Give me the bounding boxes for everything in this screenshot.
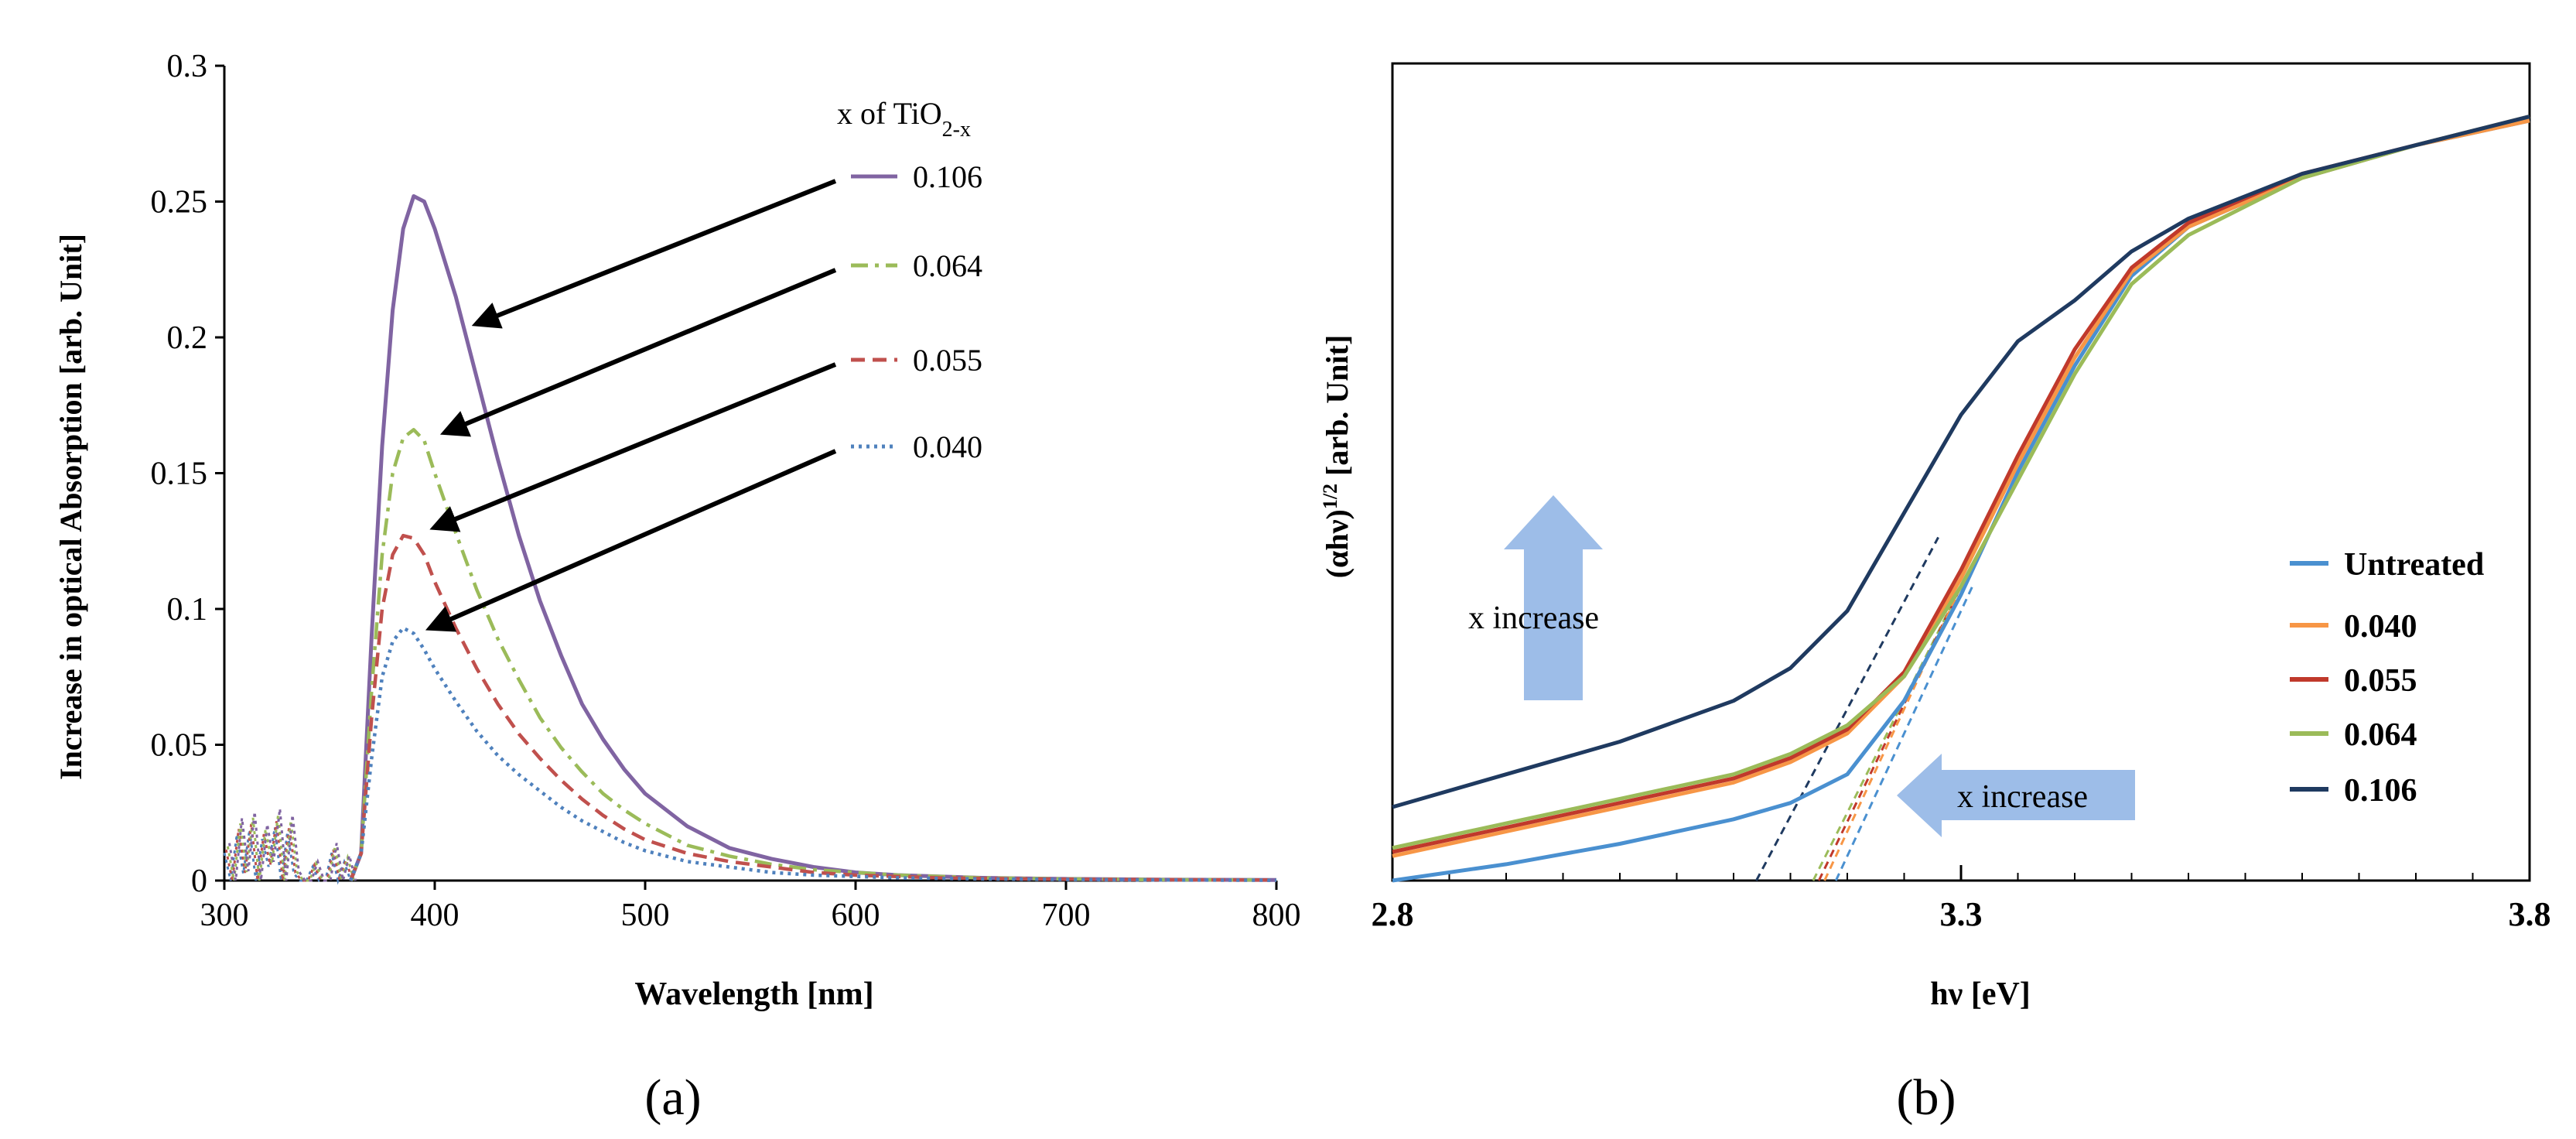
panel-label-b: (b) bbox=[1897, 1069, 1956, 1126]
panel-a-y-axis-label: Increase in optical Absorption [arb. Uni… bbox=[53, 234, 88, 780]
panel-b-x-tick-label: 2.8 bbox=[1372, 895, 1414, 933]
panel-b-left-arrow bbox=[1897, 754, 2135, 837]
panel-a-legend-arrow-0.106 bbox=[471, 179, 837, 329]
panel-b-series-line-0.040 bbox=[1392, 118, 2530, 858]
panel-b-legend-label-0.055: 0.055 bbox=[2344, 663, 2417, 699]
panel-b-legend-label-0.106: 0.106 bbox=[2344, 773, 2417, 809]
panel-b-x-axis-label: hν [eV] bbox=[1930, 977, 2031, 1012]
panel-b-extrapolation-line-0.055 bbox=[1817, 586, 1963, 881]
panel-a-legend-label-0.055: 0.055 bbox=[913, 343, 982, 378]
panel-a-legend-label-0.064: 0.064 bbox=[913, 248, 982, 283]
panel-a-y-tick-label: 0.15 bbox=[151, 457, 208, 492]
panel-b-legend-label-Untreated: Untreated bbox=[2344, 547, 2484, 583]
panel-a-y-axis-label-group: Increase in optical Absorption [arb. Uni… bbox=[53, 234, 88, 780]
panel-b-up-arrow bbox=[1504, 495, 1603, 700]
panel-a-series-line-0.055 bbox=[349, 533, 1277, 882]
panel-b-x-tick-label: 3.3 bbox=[1940, 895, 1983, 933]
panel-label-a: (a) bbox=[644, 1069, 701, 1126]
panel-b-legend-label-0.064: 0.064 bbox=[2344, 717, 2417, 753]
panel-b-y-axis-label-group: (αhν)1/2 [arb. Unit] bbox=[1319, 335, 1355, 579]
panel-b-extrapolation-line-Untreated bbox=[1834, 586, 1974, 881]
panel-b-y-axis-label-sup: 1/2 bbox=[1319, 484, 1341, 509]
panel-a-y-tick-label: 0.2 bbox=[167, 320, 208, 356]
svg-text:(αhν)1/2 [arb. Unit]: (αhν)1/2 [arb. Unit] bbox=[1319, 335, 1355, 579]
panel-a-legend-label-0.040: 0.040 bbox=[913, 429, 982, 464]
panel-b-annotation-left-text: x increase bbox=[1957, 779, 2088, 815]
panel-a-y-tick-label: 0.05 bbox=[151, 728, 208, 764]
panel-b-series-line-0.106 bbox=[1392, 115, 2530, 809]
panel-a-x-tick-label: 500 bbox=[621, 898, 670, 933]
panel-a-legend-label-0.106: 0.106 bbox=[913, 159, 982, 194]
panel-a-y-tick-label: 0.1 bbox=[167, 592, 208, 628]
panel-a-series-line-0.106 bbox=[348, 194, 1277, 882]
panel-a-noise-line bbox=[226, 815, 356, 882]
panel-a-legend-arrow-0.064 bbox=[439, 268, 837, 437]
panel-b-x-tick-label: 3.8 bbox=[2509, 895, 2551, 933]
panel-a-y-tick-label: 0.3 bbox=[167, 49, 208, 84]
panel-a-legend-title: x of TiO2-x bbox=[837, 96, 971, 142]
panel-a-x-axis-label: Wavelength [nm] bbox=[634, 977, 873, 1012]
panel-a-legend-title-main: x of TiO bbox=[837, 96, 942, 131]
panel-a-x-tick-label: 400 bbox=[411, 898, 460, 933]
panel-a-series-line-0.064 bbox=[349, 428, 1277, 882]
panel-b-y-axis-label-rest: [arb. Unit] bbox=[1320, 335, 1355, 484]
panel-a-legend-arrow-0.040 bbox=[425, 449, 837, 632]
panel-a-series-line-0.040 bbox=[349, 626, 1277, 882]
panel-b-chart: (αhν)1/2 [arb. Unit] hν [eV] 2.8 3.3 3.8 Un… bbox=[1319, 62, 2551, 1012]
panel-b-y-axis-label-main: (αhν) bbox=[1320, 509, 1355, 578]
panel-a-y-tick-label: 0.25 bbox=[151, 185, 208, 221]
panel-a-legend-title-sub: 2-x bbox=[942, 118, 971, 142]
panel-b-extrapolation-line-0.064 bbox=[1812, 586, 1963, 881]
panel-b-series-line-0.064 bbox=[1392, 115, 2530, 850]
panel-a-x-tick-label: 300 bbox=[200, 898, 249, 933]
panel-a-x-tick-label: 600 bbox=[832, 898, 880, 933]
panel-a-x-tick-label: 800 bbox=[1252, 898, 1301, 933]
panel-b-legend-label-0.040: 0.040 bbox=[2344, 609, 2417, 645]
panel-b-series-line-Untreated bbox=[1392, 118, 2530, 883]
panel-a-chart: Increase in optical Absorption [arb. Uni… bbox=[53, 49, 1301, 1012]
panel-a-x-tick-label: 700 bbox=[1042, 898, 1091, 933]
panel-a-legend-arrow-0.055 bbox=[429, 362, 837, 532]
panel-b-annotation-up-text: x increase bbox=[1468, 600, 1599, 636]
svg-text:x of TiO2-x: x of TiO2-x bbox=[837, 96, 971, 142]
panel-a-y-tick-label: 0 bbox=[191, 864, 207, 899]
